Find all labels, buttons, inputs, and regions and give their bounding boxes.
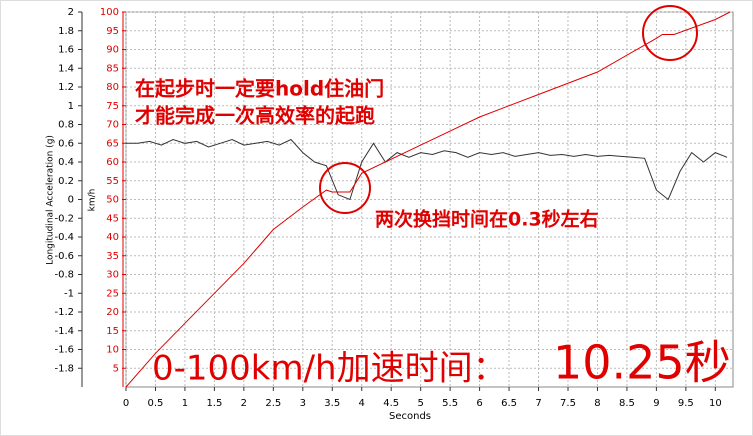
y-tick-label: -0.6	[54, 251, 74, 262]
y-axis-label: Longitudinal Acceleration (g)	[46, 135, 56, 265]
y-tick-label: -0.2	[54, 213, 74, 224]
y2-tick-label: 80	[106, 82, 119, 93]
y2-tick-label: 5	[113, 363, 119, 374]
y-tick-label: 0	[68, 195, 74, 206]
y-tick-label: 0.6	[58, 138, 74, 149]
x-tick-label: 6	[476, 398, 482, 409]
y-tick-label: 0.8	[58, 120, 74, 131]
y2-tick-label: 25	[106, 288, 119, 299]
y-tick-label: -1	[64, 288, 74, 299]
y-tick-label: 1.4	[58, 63, 74, 74]
y-tick-label: 0.4	[58, 157, 74, 168]
annotation: 在起步时一定要hold住油门	[135, 77, 384, 101]
x-tick-label: 9	[653, 398, 659, 409]
y2-tick-label: 45	[106, 213, 119, 224]
annotation: 才能完成一次高效率的起跑	[135, 104, 375, 128]
y-tick-label: 1.6	[58, 45, 74, 56]
line-series	[125, 11, 731, 388]
x-tick-label: 9.5	[678, 398, 694, 409]
x-tick-label: 3	[300, 398, 306, 409]
x-tick-label: 2.5	[265, 398, 281, 409]
y-tick-label: 1	[68, 101, 74, 112]
x-tick-label: 0.5	[148, 398, 164, 409]
x-tick-label: 4	[359, 398, 365, 409]
y2-tick-label: 100	[100, 7, 119, 18]
y-tick-label: -1.6	[54, 345, 74, 356]
y2-tick-label: 30	[106, 270, 119, 281]
x-tick-label: 0	[123, 398, 129, 409]
x-tick-label: 8.5	[619, 398, 635, 409]
x-tick-label: 3.5	[324, 398, 340, 409]
annotation: 两次换挡时间在0.3秒左右	[375, 208, 599, 231]
y-tick-label: -1.2	[54, 307, 74, 318]
x-tick-label: 5.5	[442, 398, 458, 409]
x-tick-label: 8	[594, 398, 600, 409]
y2-tick-label: 10	[106, 345, 119, 356]
y2-tick-label: 85	[106, 63, 119, 74]
highlight-circle	[319, 162, 371, 214]
y2-tick-label: 65	[106, 138, 119, 149]
y2-tick-label: 75	[106, 101, 119, 112]
annotation: 10.25秒	[553, 336, 731, 390]
x-tick-label: 1	[182, 398, 188, 409]
y-tick-label: 2	[68, 7, 74, 18]
x-axis-label: Seconds	[389, 411, 431, 422]
y-tick-label: 1.2	[58, 82, 74, 93]
x-tick-label: 1.5	[206, 398, 222, 409]
highlight-circle	[642, 5, 698, 61]
line-series	[126, 138, 728, 201]
x-tick-label: 6.5	[501, 398, 517, 409]
y2-tick-label: 70	[106, 120, 119, 131]
x-tick-label: 2	[241, 398, 247, 409]
y-tick-label: -0.4	[54, 232, 74, 243]
annotation: 0-100km/h加速时间：	[152, 349, 507, 389]
y2-tick-label: 60	[106, 157, 119, 168]
y-tick-label: 1.8	[58, 26, 74, 37]
x-tick-label: 7.5	[560, 398, 576, 409]
x-tick-label: 4.5	[383, 398, 399, 409]
plot-area	[125, 11, 734, 388]
x-tick-label: 7	[535, 398, 541, 409]
y-tick-label: -1.8	[54, 363, 74, 374]
y2-tick-label: 50	[106, 195, 119, 206]
x-tick-label: 5	[417, 398, 423, 409]
y-tick-label: 0.2	[58, 176, 74, 187]
y2-tick-label: 35	[106, 251, 119, 262]
y-tick-label: -0.8	[54, 270, 74, 281]
y-tick-label: -1.4	[54, 326, 74, 337]
x-tick-label: 10	[709, 398, 722, 409]
y2-axis-label: km/h	[88, 189, 98, 212]
y2-tick-label: 15	[106, 326, 119, 337]
y2-tick-label: 20	[106, 307, 119, 318]
y2-tick-label: 90	[106, 45, 119, 56]
y2-tick-label: 95	[106, 26, 119, 37]
y2-tick-label: 55	[106, 176, 119, 187]
y2-tick-label: 40	[106, 232, 119, 243]
